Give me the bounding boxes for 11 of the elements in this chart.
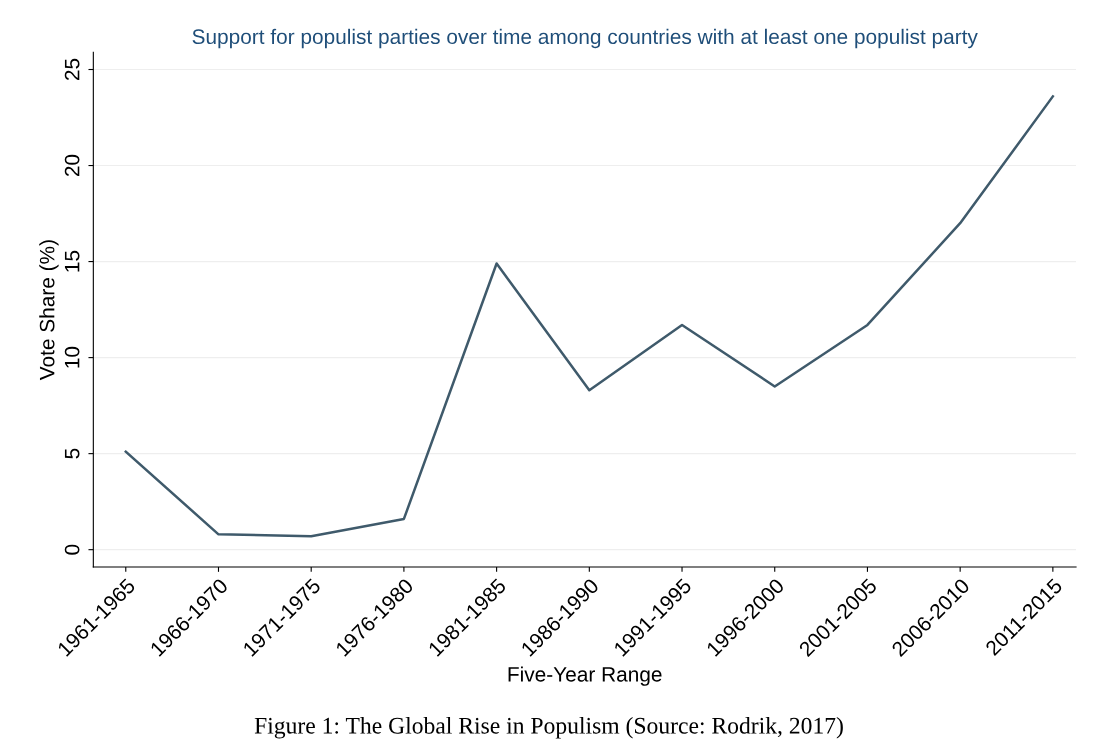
- y-tick-label: 20: [64, 154, 80, 177]
- line-series: [124, 95, 1055, 538]
- y-axis-title: Vote Share (%): [39, 240, 59, 381]
- caption: Figure 1: The Global Rise in Populism (Source: Rodrik, 2017): [254, 717, 843, 739]
- x-axis-title: Five-Year Range: [508, 666, 662, 686]
- y-tick-label: 10: [64, 346, 80, 368]
- y-tick-label: 15: [64, 250, 80, 272]
- y-tick-label: 25: [64, 58, 80, 81]
- y-tick-label: 5: [64, 448, 80, 459]
- chart-title: Support for populist parties over time among countries with at least one populist party: [192, 28, 978, 49]
- y-tick-label: 0: [64, 544, 80, 555]
